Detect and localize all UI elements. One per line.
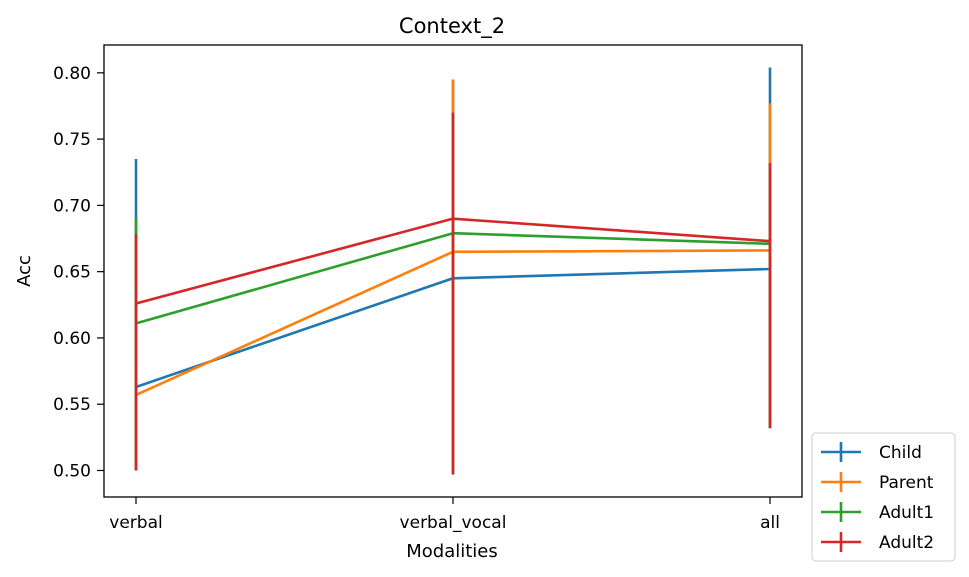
y-tick-label: 0.65 [53,263,91,283]
legend-label: Adult1 [879,503,934,523]
series-layer [134,67,772,475]
x-tick-label: verbal_vocal [400,513,507,533]
x-tick-label: all [760,513,780,533]
x-axis: verbal verbal_vocal all [109,497,780,533]
y-tick-label: 0.75 [53,130,91,150]
legend-item: Child [821,442,922,463]
legend-item: Adult1 [821,502,934,523]
chart-title: Context_2 [399,14,505,39]
x-axis-label: Modalities [406,541,498,562]
legend-frame [811,432,956,562]
y-tick-label: 0.55 [53,395,91,415]
y-tick-label: 0.60 [53,329,91,349]
x-tick-label: verbal [109,513,162,533]
series-adult2 [134,112,772,475]
y-axis-label: Acc [14,255,35,287]
y-tick-label: 0.70 [53,196,91,216]
legend-item: Adult2 [821,532,934,553]
legend: Child Parent Adult1 Adult2 [811,432,956,562]
legend-item: Parent [821,472,934,493]
y-tick-label: 0.50 [53,461,91,481]
legend-label: Parent [879,473,934,493]
legend-label: Child [879,443,922,463]
y-tick-label: 0.80 [53,64,91,84]
y-axis: 0.50 0.55 0.60 0.65 0.70 0.75 0.80 [53,64,104,481]
series-line [135,217,771,305]
legend-label: Adult2 [879,533,934,553]
